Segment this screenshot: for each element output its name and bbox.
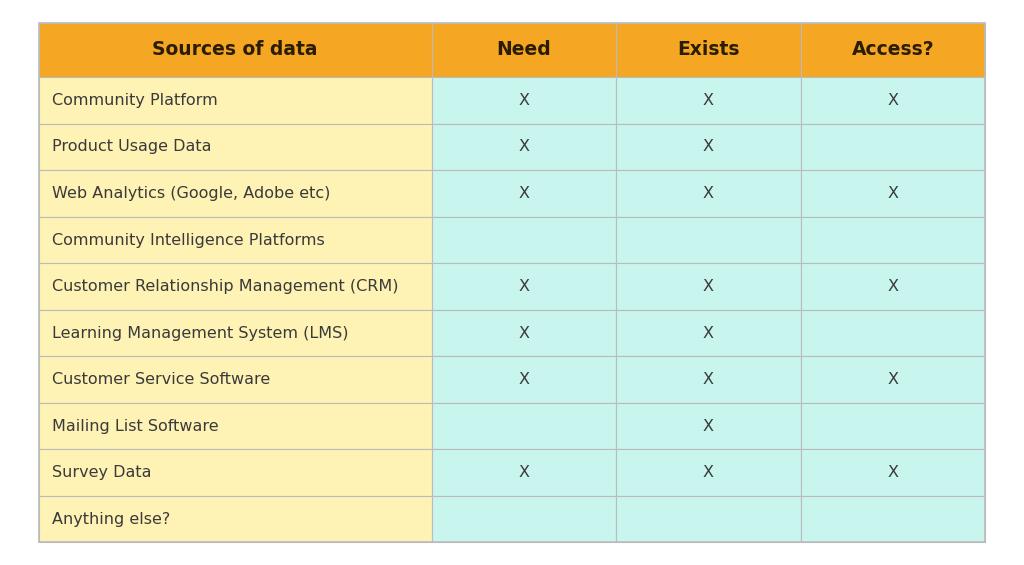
Bar: [616, 77, 801, 124]
Bar: [616, 496, 801, 542]
Text: X: X: [702, 140, 714, 154]
Bar: [431, 357, 616, 403]
Bar: [431, 23, 616, 77]
Text: Exists: Exists: [677, 40, 739, 59]
Text: Customer Service Software: Customer Service Software: [52, 372, 270, 387]
Bar: [616, 170, 801, 217]
Text: Product Usage Data: Product Usage Data: [52, 140, 212, 154]
Text: X: X: [702, 186, 714, 201]
Text: Community Intelligence Platforms: Community Intelligence Platforms: [52, 233, 325, 247]
Bar: [431, 403, 616, 449]
Bar: [616, 403, 801, 449]
Text: Web Analytics (Google, Adobe etc): Web Analytics (Google, Adobe etc): [52, 186, 331, 201]
Text: X: X: [518, 279, 529, 294]
Bar: [801, 124, 985, 170]
Bar: [39, 263, 431, 310]
Bar: [616, 310, 801, 357]
Text: Mailing List Software: Mailing List Software: [52, 419, 219, 433]
Bar: [431, 449, 616, 496]
Bar: [431, 496, 616, 542]
Text: X: X: [702, 372, 714, 387]
Bar: [39, 217, 431, 263]
Bar: [39, 357, 431, 403]
Text: X: X: [702, 465, 714, 480]
Text: X: X: [888, 93, 898, 108]
Text: X: X: [888, 465, 898, 480]
Text: Survey Data: Survey Data: [52, 465, 152, 480]
Bar: [431, 310, 616, 357]
Text: X: X: [518, 93, 529, 108]
Bar: [39, 124, 431, 170]
Bar: [39, 310, 431, 357]
Bar: [431, 77, 616, 124]
Bar: [431, 124, 616, 170]
Text: X: X: [888, 279, 898, 294]
Bar: [616, 263, 801, 310]
Bar: [39, 77, 431, 124]
Text: X: X: [518, 325, 529, 341]
Bar: [431, 217, 616, 263]
Text: X: X: [702, 93, 714, 108]
Bar: [39, 403, 431, 449]
Text: X: X: [888, 186, 898, 201]
Bar: [801, 23, 985, 77]
Text: X: X: [888, 372, 898, 387]
Bar: [801, 357, 985, 403]
Text: Anything else?: Anything else?: [52, 512, 170, 527]
Bar: [801, 496, 985, 542]
Bar: [39, 170, 431, 217]
Text: Access?: Access?: [852, 40, 934, 59]
Bar: [801, 263, 985, 310]
Text: Customer Relationship Management (CRM): Customer Relationship Management (CRM): [52, 279, 398, 294]
Bar: [39, 23, 431, 77]
Bar: [616, 124, 801, 170]
Bar: [801, 449, 985, 496]
Text: Community Platform: Community Platform: [52, 93, 218, 108]
Bar: [431, 170, 616, 217]
Text: X: X: [518, 372, 529, 387]
Bar: [801, 170, 985, 217]
Text: Need: Need: [497, 40, 551, 59]
Bar: [801, 310, 985, 357]
Text: X: X: [518, 140, 529, 154]
Text: X: X: [702, 325, 714, 341]
Text: Learning Management System (LMS): Learning Management System (LMS): [52, 325, 349, 341]
Bar: [801, 217, 985, 263]
Bar: [39, 449, 431, 496]
Text: Sources of data: Sources of data: [153, 40, 318, 59]
Bar: [616, 357, 801, 403]
Bar: [801, 77, 985, 124]
Bar: [431, 263, 616, 310]
Text: X: X: [702, 279, 714, 294]
Bar: [39, 496, 431, 542]
Bar: [616, 23, 801, 77]
Text: X: X: [518, 186, 529, 201]
Bar: [801, 403, 985, 449]
Bar: [616, 449, 801, 496]
Text: X: X: [702, 419, 714, 433]
Bar: [616, 217, 801, 263]
Text: X: X: [518, 465, 529, 480]
